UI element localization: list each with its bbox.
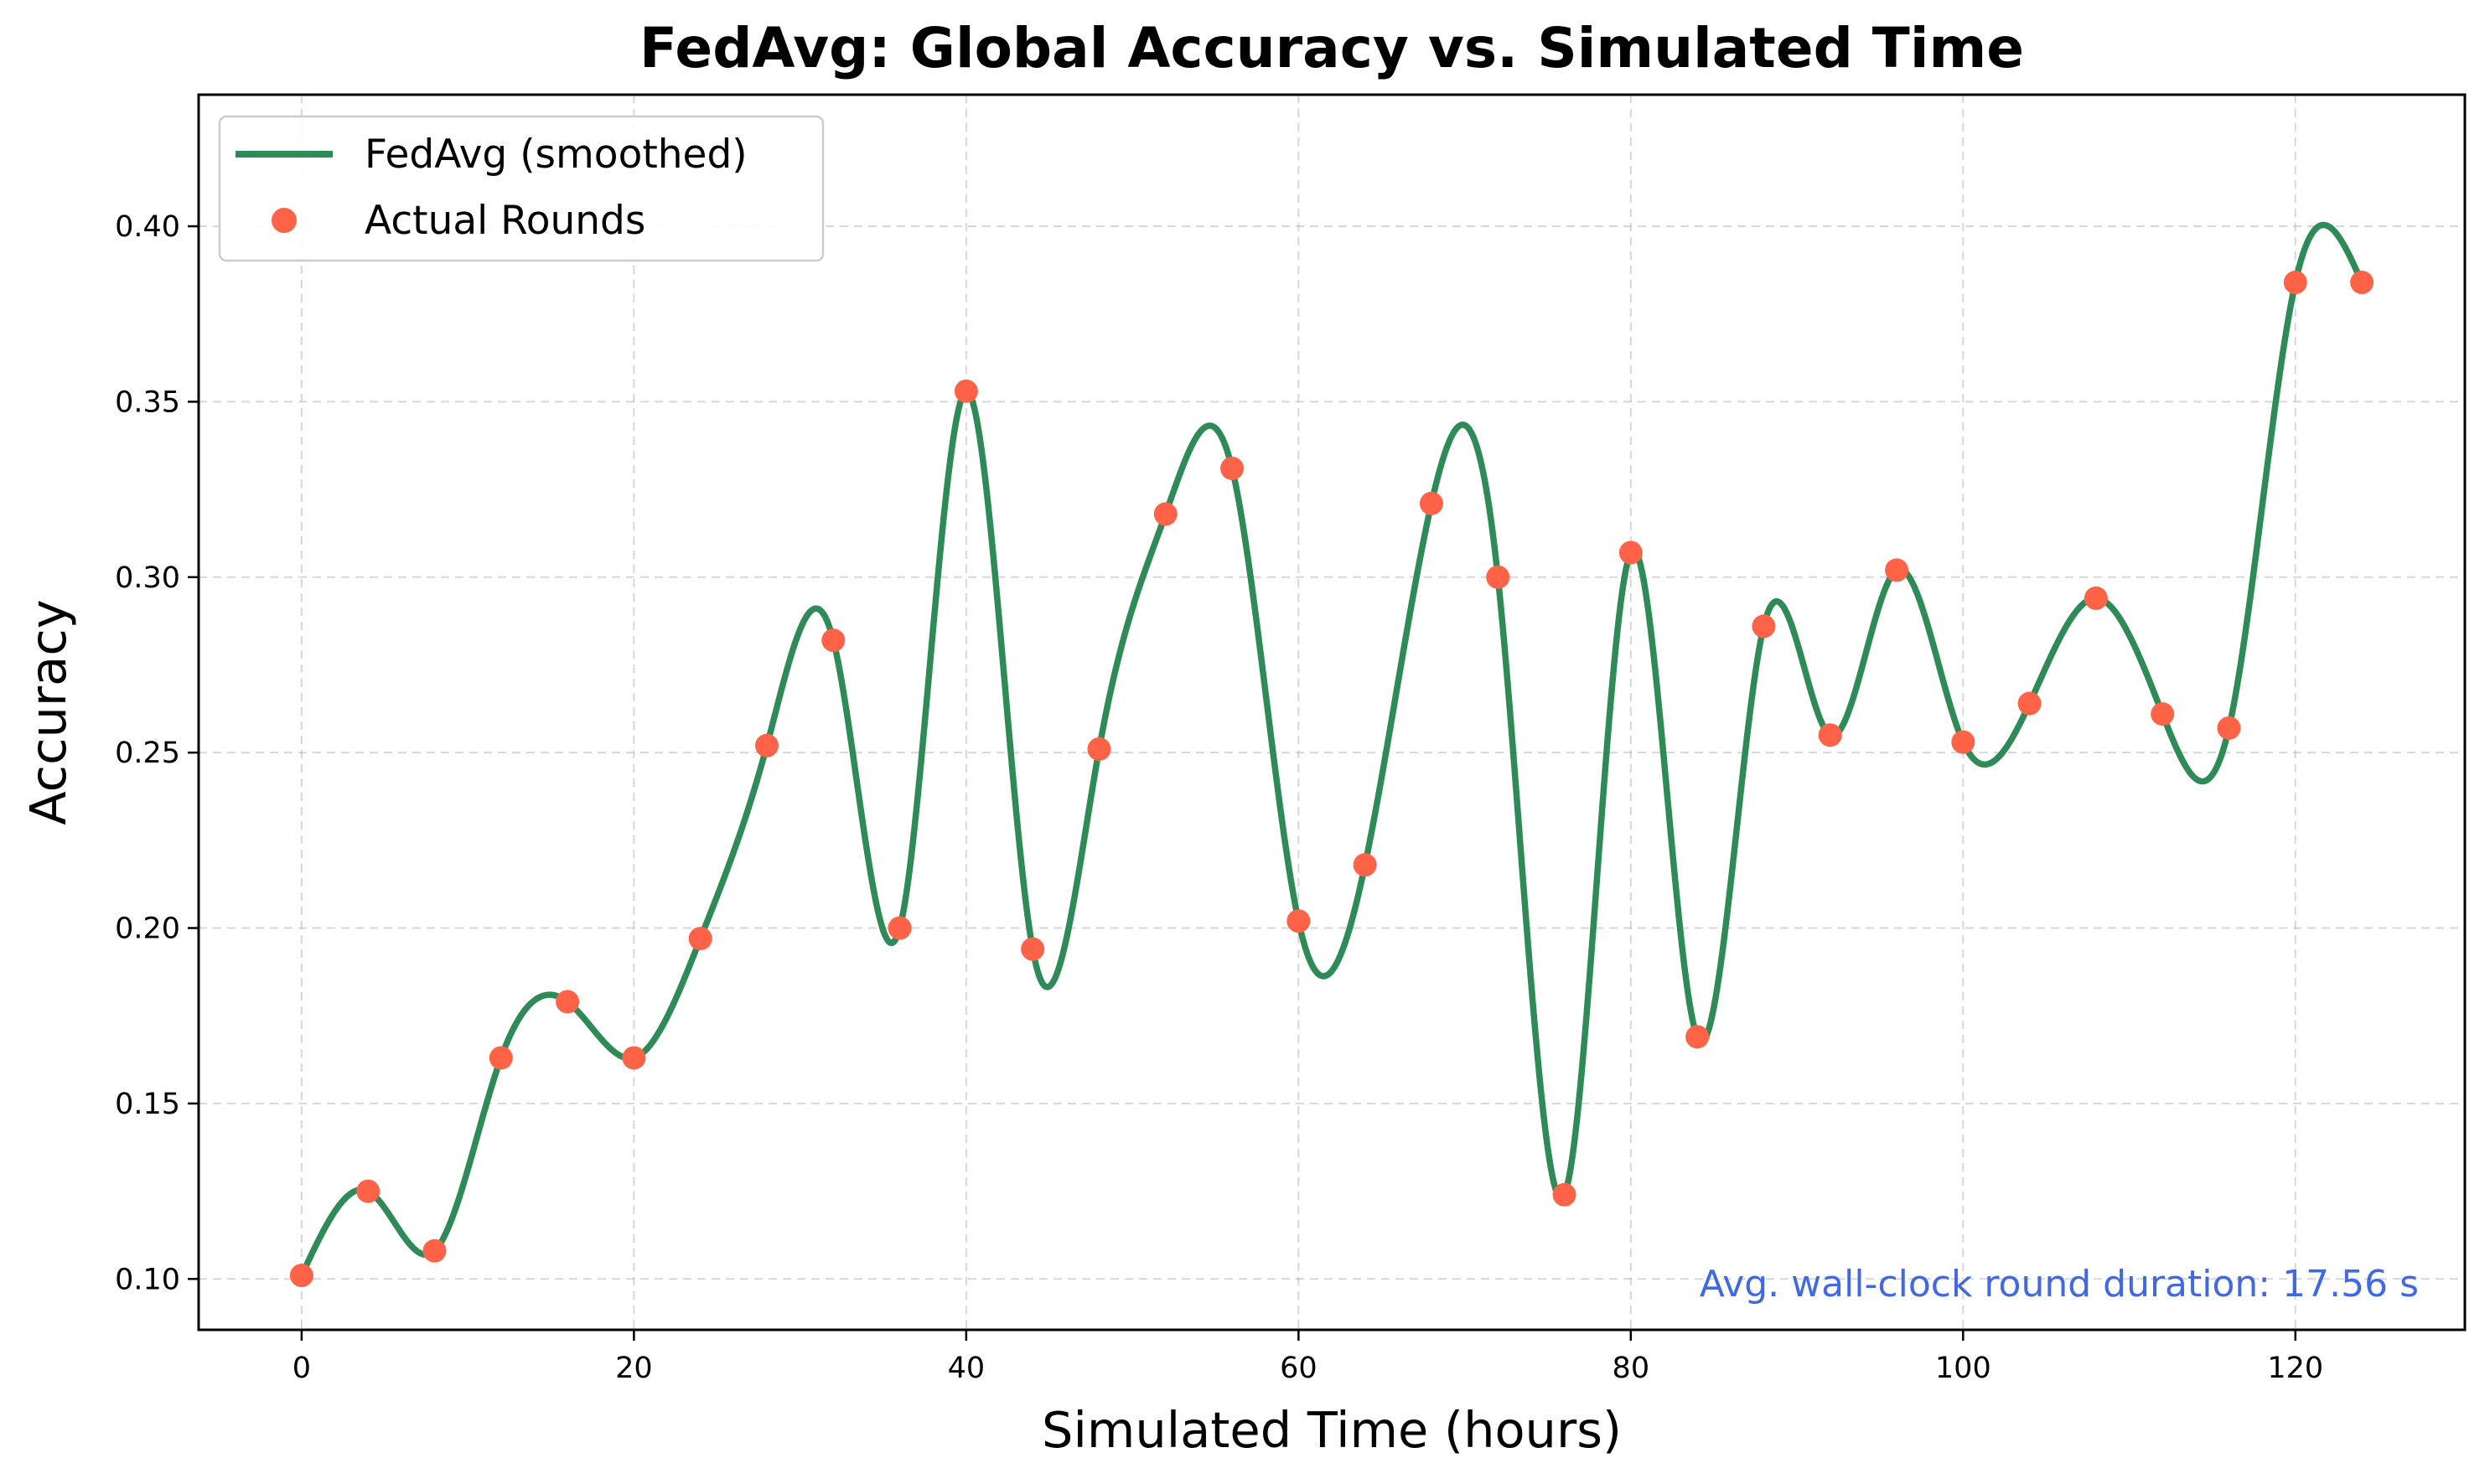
round-data-point (1951, 730, 1975, 754)
round-data-point (2151, 702, 2175, 726)
round-data-point (2217, 716, 2241, 740)
legend-dot-swatch (272, 208, 297, 233)
round-data-point (2350, 271, 2374, 295)
round-data-point (754, 733, 779, 758)
round-data-point (1153, 502, 1178, 526)
round-data-point (556, 990, 580, 1014)
grid (199, 95, 2465, 1330)
round-data-point (289, 1264, 313, 1288)
y-tick-label: 0.25 (115, 737, 180, 770)
round-data-point (1021, 937, 1045, 961)
round-data-point (1552, 1182, 1576, 1207)
x-tick-label: 80 (1613, 1352, 1650, 1385)
x-axis-ticks: 0 20 40 60 80 100 120 (292, 1330, 2323, 1385)
round-data-point (2017, 691, 2042, 716)
round-data-point (1286, 909, 1311, 933)
round-data-point (1486, 565, 1510, 589)
round-data-point (2283, 271, 2307, 295)
x-tick-label: 20 (615, 1352, 653, 1385)
y-tick-label: 0.40 (115, 210, 180, 244)
round-data-point (489, 1046, 513, 1070)
chart-title: FedAvg: Global Accuracy vs. Simulated Ti… (639, 16, 2024, 80)
round-data-point (1885, 558, 1909, 582)
y-axis-label: Accuracy (19, 599, 77, 825)
round-data-point (622, 1046, 646, 1070)
legend-label-rounds: Actual Rounds (365, 198, 645, 244)
smoothed-accuracy-line (298, 221, 2365, 1279)
smoothed-line-layer (298, 221, 2365, 1279)
x-tick-label: 0 (292, 1352, 311, 1385)
round-data-point (688, 927, 712, 951)
x-axis-label: Simulated Time (hours) (1042, 1401, 1622, 1459)
y-tick-label: 0.20 (115, 913, 180, 946)
y-tick-label: 0.30 (115, 561, 180, 595)
round-data-point (1752, 614, 1776, 639)
data-points-layer (289, 271, 2374, 1288)
x-tick-label: 120 (2267, 1352, 2323, 1385)
round-data-point (356, 1179, 380, 1203)
round-data-point (1220, 456, 1245, 480)
x-tick-label: 100 (1935, 1352, 1991, 1385)
y-tick-label: 0.10 (115, 1263, 180, 1296)
round-data-point (1685, 1025, 1710, 1049)
round-data-point (2084, 586, 2108, 610)
plot-area-frame (197, 93, 2467, 1331)
y-axis-ticks: 0.10 0.15 0.20 0.25 0.30 0.35 0.40 (115, 210, 199, 1296)
round-data-point (888, 916, 912, 940)
round-data-point (1087, 737, 1111, 761)
round-data-point (1618, 540, 1643, 565)
legend-box (218, 115, 825, 262)
y-tick-label: 0.35 (115, 385, 180, 419)
annotation-text: Avg. wall-clock round duration: 17.56 s (1700, 1263, 2419, 1306)
round-data-point (821, 628, 846, 653)
legend: FedAvg (smoothed) Actual Rounds (218, 115, 825, 262)
round-data-point (954, 379, 978, 403)
x-tick-label: 40 (948, 1352, 986, 1385)
round-data-point (1419, 491, 1443, 515)
round-data-point (422, 1238, 447, 1263)
x-tick-label: 60 (1280, 1352, 1317, 1385)
y-tick-label: 0.15 (115, 1088, 180, 1121)
round-data-point (1818, 723, 1842, 747)
round-data-point (1353, 853, 1377, 877)
legend-label-smoothed: FedAvg (smoothed) (365, 132, 748, 178)
